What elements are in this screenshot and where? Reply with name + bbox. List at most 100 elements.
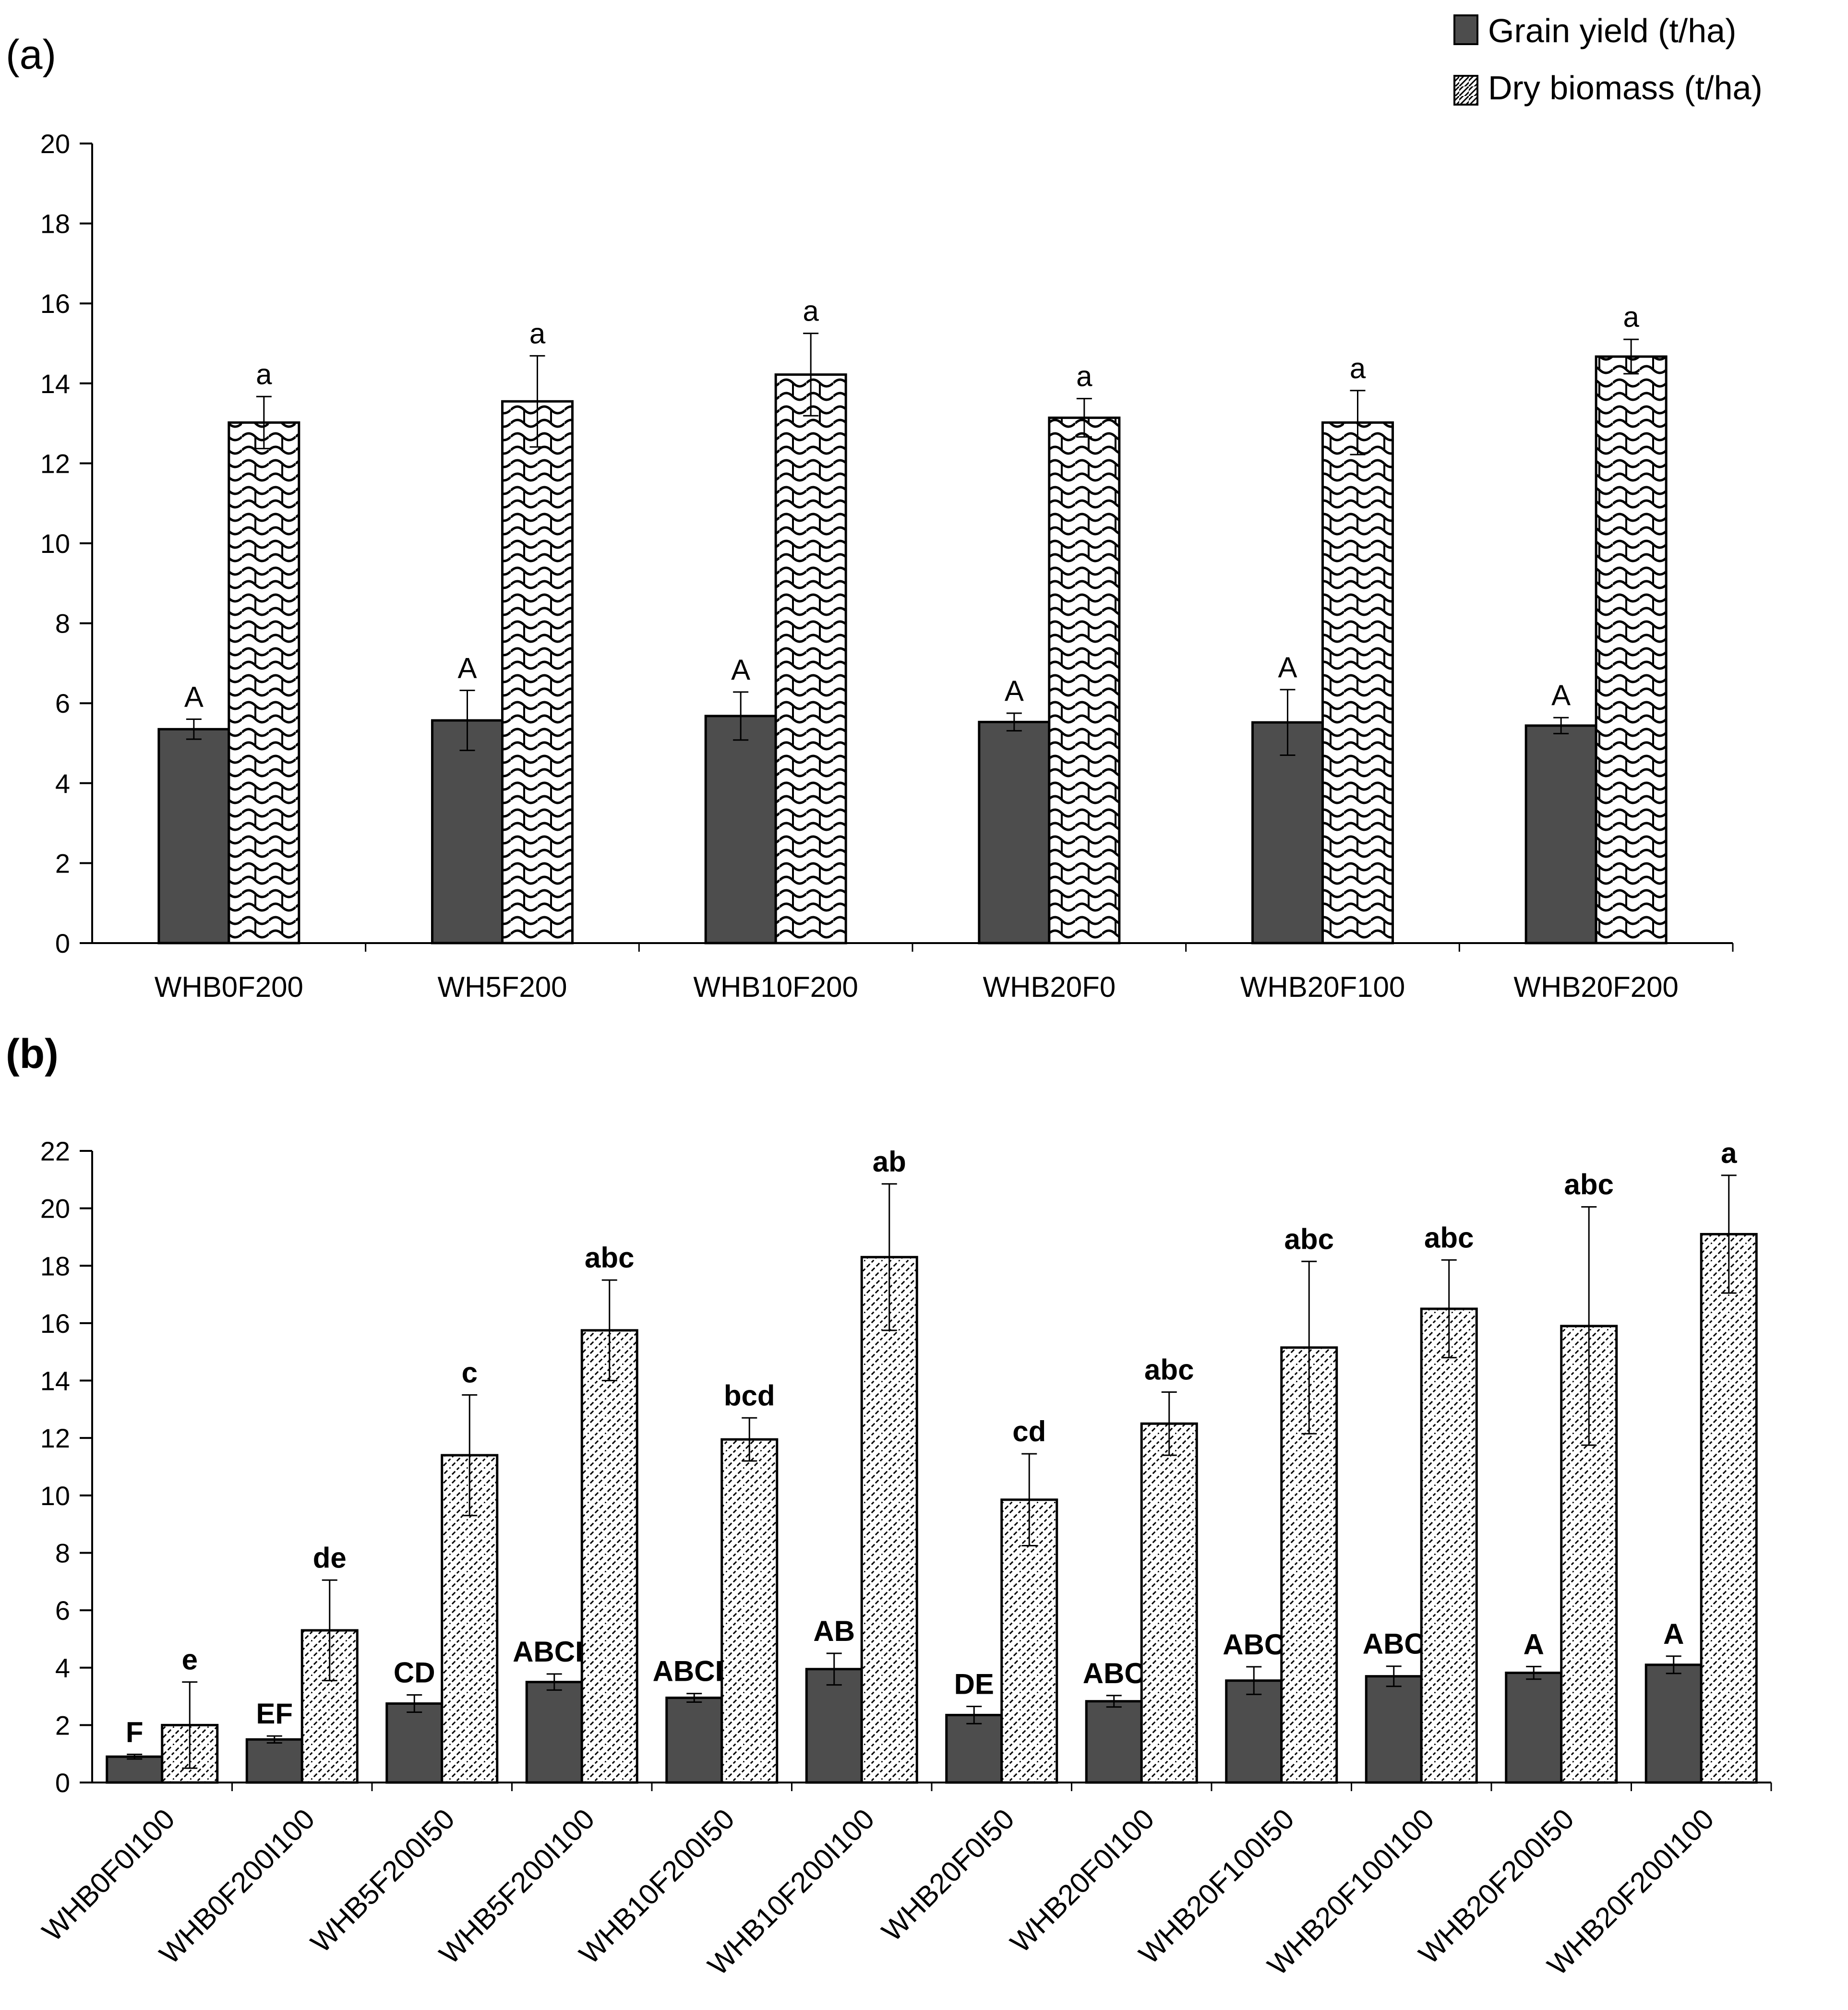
bar-grain-yield <box>805 1668 863 1784</box>
significance-letter: A <box>1551 679 1571 711</box>
error-bar <box>1581 1206 1597 1446</box>
bar-grain-yield <box>385 1702 444 1784</box>
bar-grain-yield <box>1225 1679 1283 1784</box>
y-tick-label: 6 <box>55 688 70 718</box>
error-bar <box>733 691 749 741</box>
bar-dry-biomass <box>774 373 847 945</box>
error-bar <box>322 1579 337 1682</box>
y-tick-label: 18 <box>40 1251 70 1281</box>
significance-letter: abc <box>1144 1353 1194 1386</box>
bar-dry-biomass <box>1420 1307 1478 1784</box>
error-bar <box>1441 1259 1457 1359</box>
y-tick-label: 8 <box>55 1538 70 1568</box>
bar-grain-yield <box>1524 724 1597 945</box>
y-tick-label: 6 <box>55 1595 70 1626</box>
y-tick-label: 22 <box>40 1136 70 1166</box>
x-category-label: WHB20F100 <box>1240 971 1405 1003</box>
error-bar <box>462 1394 478 1517</box>
bar-grain-yield <box>157 728 230 945</box>
x-category-label: WHB0F200 <box>155 971 303 1003</box>
error-bar <box>1350 390 1366 455</box>
y-tick-label: 16 <box>40 1308 70 1339</box>
error-bar <box>1280 689 1296 756</box>
error-bar <box>407 1694 422 1713</box>
bar-grain-yield <box>1505 1671 1563 1784</box>
chart-a: 0 2 4 6 8 10 12 14 16 18 20 Aa WHB0F200 Aa WH5F200 Aa WH… <box>40 129 1734 1003</box>
significance-letter: a <box>1623 301 1639 333</box>
error-bar <box>529 355 545 448</box>
y-tick-label: 2 <box>55 1710 70 1740</box>
x-category-label: WHB0F0I100 <box>36 1803 181 1948</box>
bar-dry-biomass <box>1000 1498 1058 1784</box>
significance-letter: abc <box>1424 1221 1474 1254</box>
significance-letter: A <box>184 681 204 713</box>
chart-b: 0246810121416182022FeWHB0F0I100EFdeWHB0F… <box>36 1136 1772 1982</box>
y-tick-label: 20 <box>40 129 70 159</box>
error-bar <box>601 1279 617 1382</box>
bar-dry-biomass <box>1140 1422 1198 1784</box>
error-bar <box>881 1183 897 1331</box>
legend-swatch-grain <box>1453 14 1478 45</box>
significance-letter: e <box>182 1644 198 1676</box>
legend-label-biomass: Dry biomass (t/ha) <box>1488 69 1763 107</box>
y-tick-label: 16 <box>40 288 70 319</box>
error-bar <box>546 1673 562 1691</box>
significance-letter: a <box>1350 352 1366 384</box>
significance-letter: F <box>126 1716 144 1748</box>
bar-grain-yield <box>1365 1675 1423 1784</box>
y-tick-label: 4 <box>55 1653 70 1683</box>
significance-letter: a <box>803 295 819 327</box>
significance-letter: A <box>1005 675 1024 707</box>
legend-label-grain: Grain yield (t/ha) <box>1488 12 1736 49</box>
significance-letter: a <box>1076 360 1092 392</box>
significance-letter: abc <box>585 1242 634 1274</box>
y-tick-label: 0 <box>55 928 70 958</box>
x-category-label: WHB20F0I100 <box>1004 1803 1161 1959</box>
y-tick-label: 2 <box>55 848 70 878</box>
significance-letter: abc <box>1284 1223 1334 1255</box>
significance-letter: cd <box>1012 1415 1046 1448</box>
error-bar <box>459 690 475 751</box>
significance-letter: A <box>457 652 477 684</box>
error-bar <box>1666 1655 1681 1675</box>
error-bar <box>186 718 202 740</box>
significance-letter: A <box>1524 1628 1544 1660</box>
error-bar <box>1301 1260 1317 1435</box>
significance-letter: DE <box>954 1668 994 1700</box>
bar-grain-yield <box>431 719 504 945</box>
error-bar <box>1526 1665 1542 1680</box>
bar-grain-yield <box>978 720 1051 945</box>
bar-grain-yield <box>1085 1700 1143 1784</box>
error-bar <box>1386 1665 1402 1687</box>
bar-dry-biomass <box>1048 416 1121 945</box>
y-tick-label: 12 <box>40 448 70 479</box>
error-bar <box>266 1735 282 1744</box>
bar-grain-yield <box>245 1738 303 1784</box>
error-bar <box>256 395 272 450</box>
significance-letter: CD <box>394 1657 435 1689</box>
significance-letter: de <box>313 1542 347 1574</box>
bar-dry-biomass <box>501 400 574 945</box>
significance-letter: a <box>529 317 546 349</box>
panel-label-a: (a) <box>6 32 56 78</box>
x-category-label: WHB20F0 <box>983 971 1116 1003</box>
significance-letter: bcd <box>724 1379 775 1412</box>
y-tick-label: 0 <box>55 1768 70 1798</box>
y-tick-label: 10 <box>40 1481 70 1511</box>
significance-letter: ab <box>873 1146 906 1178</box>
significance-letter: EF <box>256 1698 293 1730</box>
bar-grain-yield <box>945 1713 1003 1784</box>
significance-letter: AB <box>813 1615 855 1647</box>
panel-label-b: (b) <box>6 1031 59 1077</box>
x-category-label: WHB5F200I50 <box>304 1803 461 1959</box>
significance-letter: a <box>1721 1137 1737 1169</box>
error-bar <box>966 1705 982 1724</box>
bar-dry-biomass <box>1700 1232 1758 1784</box>
significance-letter: abc <box>1564 1169 1614 1201</box>
significance-letter: A <box>731 654 750 686</box>
x-category-label: WHB10F200 <box>693 971 858 1003</box>
bar-grain-yield <box>704 715 777 945</box>
y-tick-label: 8 <box>55 609 70 639</box>
error-bar <box>1623 338 1639 375</box>
